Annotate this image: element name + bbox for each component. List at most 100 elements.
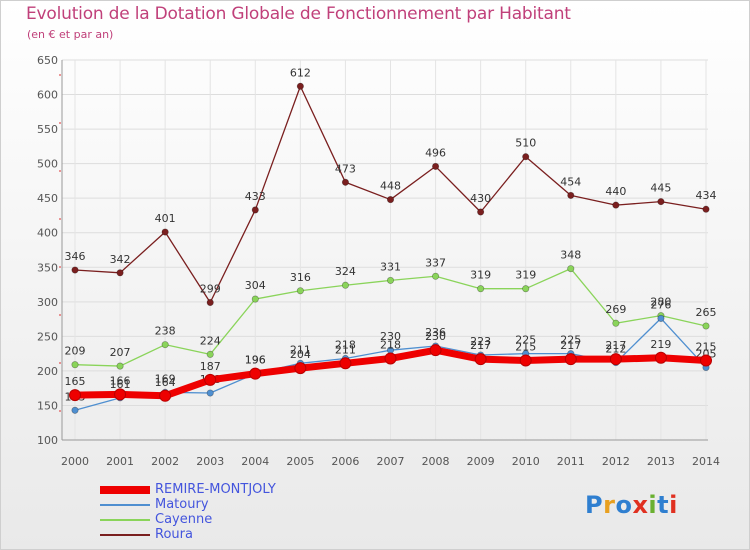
data-label-remire-montjoly-2014: 215	[696, 341, 717, 354]
y-tick-label-150: 150	[37, 399, 58, 412]
logo-letter: i	[669, 491, 678, 519]
data-point-cayenne-2008	[432, 272, 440, 280]
y-tick-label-450: 450	[37, 192, 58, 205]
chart-title: Evolution de la Dotation Globale de Fonc…	[26, 4, 571, 24]
x-tick-label-2012: 2012	[602, 455, 630, 468]
data-point-roura-2004	[251, 206, 259, 214]
data-label-cayenne-2014: 265	[696, 306, 717, 319]
data-label-matoury-2012: 212	[605, 343, 626, 356]
data-point-roura-2005	[296, 82, 304, 90]
x-tick-label-2000: 2000	[61, 455, 89, 468]
data-label-cayenne-2009: 319	[470, 269, 491, 282]
data-label-cayenne-2008: 337	[425, 256, 446, 269]
data-point-roura-2007	[386, 196, 395, 204]
data-label-remire-montjoly-2010: 215	[515, 341, 536, 354]
x-tick-label-2003: 2003	[196, 455, 224, 468]
legend-item-roura: Roura	[100, 527, 420, 543]
legend-swatch-cayenne	[100, 519, 150, 521]
data-point-cayenne-2005	[296, 287, 304, 295]
data-label-remire-montjoly-2013: 219	[650, 338, 671, 351]
data-label-matoury-2001: 161	[110, 378, 131, 391]
data-label-remire-montjoly-2012: 217	[605, 339, 626, 352]
data-label-cayenne-2007: 331	[380, 260, 401, 273]
data-label-matoury-2007: 230	[380, 330, 401, 343]
logo-letter: i	[648, 491, 658, 519]
data-point-remire-montjoly-2006	[339, 357, 352, 370]
y-tick-label-550: 550	[37, 123, 58, 136]
logo-letter: x	[632, 491, 649, 519]
y-tick-label-250: 250	[37, 330, 58, 343]
data-point-cayenne-2000	[71, 361, 79, 369]
data-label-remire-montjoly-2005: 204	[290, 348, 311, 361]
data-point-roura-2001	[116, 269, 124, 277]
data-label-cayenne-2005: 316	[290, 271, 311, 284]
data-point-roura-2010	[522, 153, 530, 161]
data-label-matoury-2005: 211	[290, 343, 311, 356]
data-label-cayenne-2003: 224	[200, 334, 221, 347]
data-point-cayenne-2003	[206, 350, 214, 358]
data-point-cayenne-2009	[477, 285, 485, 293]
data-point-remire-montjoly-2010	[519, 354, 532, 367]
y-tick-label-100: 100	[37, 434, 58, 447]
data-label-roura-2011: 454	[560, 175, 581, 188]
y-tick-label-500: 500	[37, 158, 58, 171]
logo-letter: P	[585, 491, 604, 519]
data-point-cayenne-2006	[341, 281, 349, 289]
data-label-matoury-2009: 223	[470, 335, 491, 348]
legend-label-remire-montjoly: REMIRE-MONTJOLY	[155, 482, 276, 497]
data-point-matoury-2000	[71, 406, 79, 414]
proxiti-logo: Proxiti	[585, 491, 678, 519]
data-label-roura-2012: 440	[605, 185, 626, 198]
x-tick-label-2001: 2001	[106, 455, 134, 468]
y-tick-label-300: 300	[37, 296, 58, 309]
data-label-roura-2001: 342	[110, 253, 131, 266]
y-tick-label-400: 400	[37, 227, 58, 240]
data-label-cayenne-2012: 269	[605, 303, 626, 316]
data-label-remire-montjoly-2009: 217	[470, 339, 491, 352]
data-point-cayenne-2002	[161, 341, 169, 349]
logo-letter: r	[603, 491, 616, 519]
data-point-remire-montjoly-2003	[204, 373, 217, 386]
data-label-remire-montjoly-2006: 211	[335, 343, 356, 356]
data-point-remire-montjoly-2008	[429, 344, 442, 357]
data-label-cayenne-2004: 304	[245, 279, 266, 292]
data-label-roura-2002: 401	[155, 212, 176, 225]
legend-label-cayenne: Cayenne	[155, 512, 213, 527]
data-label-roura-2000: 346	[65, 250, 86, 263]
data-point-remire-montjoly-2004	[249, 367, 262, 380]
y-tick-label-600: 600	[37, 89, 58, 102]
data-label-roura-2006: 473	[335, 162, 356, 175]
data-point-roura-2013	[657, 198, 665, 206]
data-point-roura-2003	[206, 298, 214, 307]
legend-swatch-matoury	[100, 504, 150, 506]
data-label-remire-montjoly-2003: 187	[200, 360, 221, 373]
data-point-remire-montjoly-2005	[294, 362, 307, 375]
data-point-remire-montjoly-2007	[384, 352, 397, 365]
data-label-remire-montjoly-2011: 217	[560, 339, 581, 352]
data-point-roura-2008	[432, 162, 440, 170]
logo-letter: o	[615, 491, 633, 519]
y-tick-label-350: 350	[37, 261, 58, 274]
data-label-remire-montjoly-2002: 164	[155, 376, 176, 389]
data-label-matoury-2011: 225	[560, 334, 581, 347]
x-tick-label-2011: 2011	[557, 455, 585, 468]
x-tick-label-2013: 2013	[647, 455, 675, 468]
data-label-cayenne-2011: 348	[560, 249, 581, 262]
y-tick-label-200: 200	[37, 365, 58, 378]
data-point-cayenne-2004	[251, 295, 259, 303]
data-point-remire-montjoly-2001	[114, 388, 127, 401]
logo-letter: t	[657, 491, 670, 519]
legend-item-matoury: Matoury	[100, 497, 420, 513]
data-label-cayenne-2001: 207	[110, 346, 131, 359]
data-label-matoury-2002: 169	[155, 372, 176, 385]
data-label-roura-2009: 430	[470, 192, 491, 205]
data-label-remire-montjoly-2004: 196	[245, 354, 266, 367]
data-point-remire-montjoly-2002	[159, 389, 172, 402]
legend-label-matoury: Matoury	[155, 497, 209, 512]
data-point-roura-2012	[612, 201, 620, 209]
data-point-roura-2002	[161, 228, 169, 236]
x-tick-label-2014: 2014	[692, 455, 720, 468]
legend-swatch-roura	[100, 534, 150, 536]
data-point-remire-montjoly-2014	[700, 354, 712, 367]
